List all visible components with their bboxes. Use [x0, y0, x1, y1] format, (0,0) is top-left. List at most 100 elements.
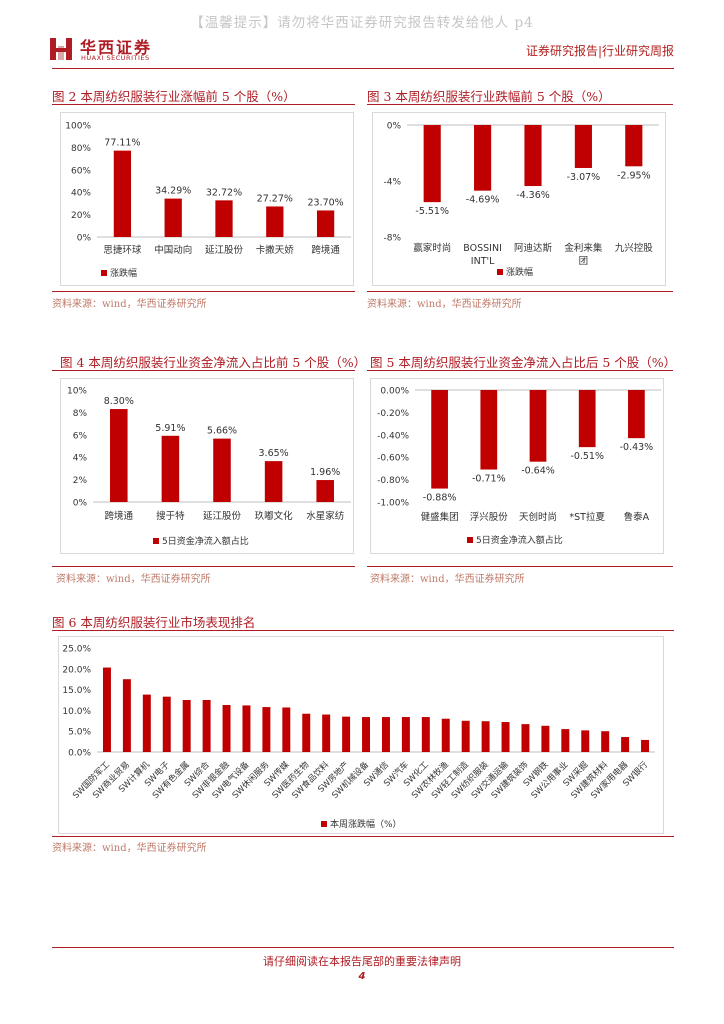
fig2-category-label: 思捷环球 — [103, 244, 142, 256]
fig6-bar — [561, 729, 570, 752]
fig6-chart-frame: 0.0% 5.0% 10.0% 15.0% 20.0% 25.0% SW国防军工 SW商业贸易… — [58, 636, 664, 834]
fig3-category-label: INT'L — [471, 256, 495, 267]
fig2-legend-swatch — [101, 270, 107, 276]
fig4-data-label: 5.66% — [207, 426, 237, 437]
fig6-ytick-label: 25.0% — [62, 645, 91, 655]
fig3-legend-swatch — [497, 269, 503, 275]
fig6-bar — [421, 717, 430, 752]
fig6-bar — [202, 700, 211, 752]
fig6-bar — [122, 679, 131, 752]
fig2-bar — [215, 200, 233, 237]
fig3-category-label: 金利来集 — [564, 242, 603, 254]
fig6-bar — [142, 694, 151, 752]
fig5-bar — [431, 390, 448, 489]
logo-subtext: HUAXI SECURITIES — [81, 54, 150, 62]
fig4-category-label: 玖嘟文化 — [255, 510, 294, 522]
fig3-data-label: -3.07% — [567, 172, 601, 183]
fig2-category-label: 卡撒天娇 — [256, 244, 295, 256]
fig6-bar — [342, 716, 351, 752]
fig2-ytick-label: 0% — [77, 234, 92, 244]
fig3-data-label: -4.36% — [516, 190, 550, 201]
fig6-bar — [461, 720, 470, 752]
fig6-bottom-rule — [52, 836, 674, 837]
fig4-ytick-label: 6% — [73, 431, 88, 441]
fig3-legend-label: 涨跌幅 — [506, 266, 533, 278]
fig3-bottom-rule — [367, 291, 673, 292]
fig3-bar — [625, 125, 643, 167]
huaxi-logo-icon — [50, 38, 72, 60]
fig4-ytick-label: 2% — [73, 476, 88, 486]
fig4-data-label: 3.65% — [259, 448, 289, 459]
fig6-bar — [162, 696, 171, 752]
report-type: 证券研究报告|行业研究周报 — [525, 44, 674, 58]
fig3-bar — [423, 125, 441, 203]
fig2-bar — [164, 198, 182, 237]
fig2-ytick-label: 80% — [71, 144, 91, 154]
fig3-title: 图 3 本周纺织服装行业跌幅前 5 个股（%） — [367, 89, 611, 104]
fig4-data-label: 5.91% — [155, 423, 185, 434]
fig6-legend-swatch — [321, 821, 327, 827]
fig4-data-label: 8.30% — [104, 396, 134, 407]
fig5-bar — [578, 390, 596, 448]
fig4-top-rule — [52, 370, 355, 371]
fig2-bar — [316, 210, 335, 237]
fig4-legend-swatch — [153, 538, 159, 544]
fig6-chart: 0.0%5.0%10.0%15.0%20.0%25.0%SW国防军工SW商业贸易… — [62, 645, 655, 830]
fig4-chart-frame: 0% 2% 4% 6% 8% 10% 8.30% 跨境通 5.91% 搜于特 5.66% 延江股份 3.… — [60, 378, 354, 554]
fig2-data-label: 23.70% — [307, 197, 343, 208]
fig3-data-label: -4.69% — [466, 195, 500, 206]
fig5-ytick-label: -0.20% — [377, 409, 409, 419]
fig2-legend-label: 涨跌幅 — [110, 267, 137, 279]
fig5-bar — [480, 390, 498, 470]
fig3-category-label: 九兴控股 — [615, 242, 654, 254]
fig2-title: 图 2 本周纺织服装行业涨幅前 5 个股（%） — [52, 89, 296, 104]
fig6-ytick-label: 0.0% — [68, 749, 91, 759]
fig6-bar — [262, 707, 271, 752]
fig2-ytick-label: 40% — [71, 189, 91, 199]
fig5-data-label: -0.43% — [620, 442, 654, 453]
fig6-ytick-label: 5.0% — [68, 728, 91, 738]
fig6-ytick-label: 15.0% — [62, 686, 91, 696]
fig5-ytick-label: -1.00% — [377, 499, 409, 509]
fig2-category-label: 中国动向 — [154, 244, 192, 256]
fig2-data-label: 34.29% — [155, 186, 191, 197]
fig6-top-rule — [52, 630, 674, 631]
fig2-category-label: 跨境通 — [311, 244, 340, 256]
fig5-data-label: -0.88% — [423, 493, 457, 504]
fig6-bar — [621, 737, 630, 752]
fig4-data-label: 1.96% — [310, 467, 340, 478]
fig4-ytick-label: 8% — [73, 409, 88, 419]
page-number: 4 — [358, 971, 366, 982]
fig3-chart: 0% -4% -8% -5.51% 赢家时尚 -4.69% BOSSINI INT'L -4.3… — [383, 122, 659, 278]
footer-divider — [52, 947, 674, 948]
fig6-bar — [541, 725, 550, 752]
fig6-bar — [601, 731, 610, 752]
fig3-category-label: BOSSINI — [463, 243, 502, 254]
fig5-category-label: *ST拉夏 — [569, 511, 605, 523]
fig6-bar — [302, 713, 311, 752]
fig2-ytick-label: 20% — [71, 211, 91, 221]
fig6-bar — [242, 705, 251, 752]
fig5-bar — [628, 390, 645, 439]
fig5-ytick-label: -0.80% — [377, 476, 409, 486]
fig4-title: 图 4 本周纺织服装行业资金净流入占比前 5 个股（%） — [60, 355, 367, 370]
fig5-data-label: -0.64% — [521, 466, 555, 477]
fig3-category-label: 赢家时尚 — [413, 242, 451, 254]
fig4-ytick-label: 10% — [67, 387, 87, 397]
fig3-top-rule — [367, 104, 673, 105]
fig2-bottom-rule — [52, 291, 355, 292]
fig2-top-rule — [52, 104, 355, 105]
fig6-source: 资料来源：wind，华西证券研究所 — [52, 843, 207, 854]
fig2-data-label: 27.27% — [257, 193, 293, 204]
fig4-bar — [161, 435, 180, 502]
fig3-category-label: 团 — [579, 256, 589, 267]
fig6-bar — [581, 730, 590, 752]
fig4-bottom-rule — [52, 566, 355, 567]
fig5-category-label: 鲁泰A — [624, 511, 650, 523]
fig5-ytick-label: 0.00% — [380, 387, 409, 397]
fig4-category-label: 搜于特 — [156, 510, 185, 522]
fig4-chart: 0% 2% 4% 6% 8% 10% 8.30% 跨境通 5.91% 搜于特 5.66% 延江股份 3.… — [67, 387, 351, 547]
fig5-data-label: -0.51% — [570, 451, 604, 462]
footer-disclaimer: 请仔细阅读在本报告尾部的重要法律声明 — [263, 955, 461, 968]
fig5-legend-swatch — [467, 537, 473, 543]
